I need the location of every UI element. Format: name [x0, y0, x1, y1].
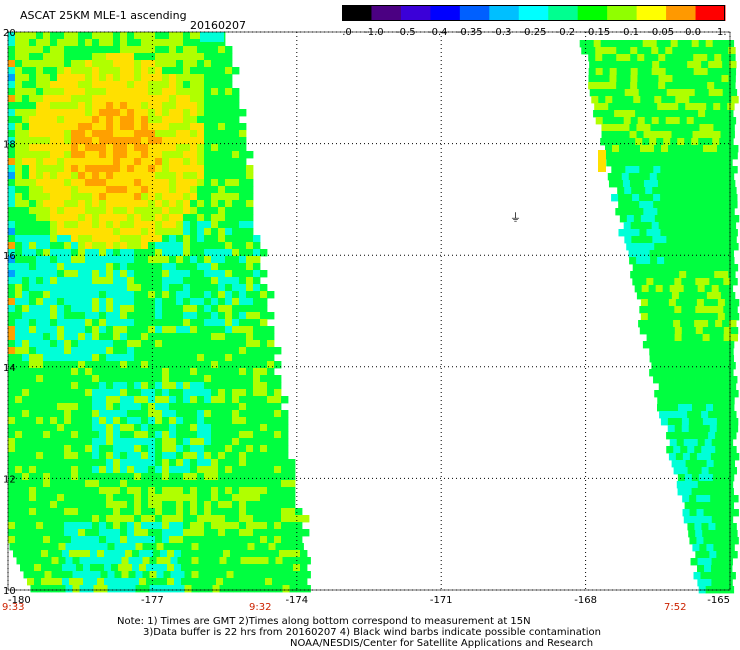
colorbar-frame — [342, 5, 725, 21]
lat-tick-label: 18 — [3, 140, 16, 151]
colorbar-segment — [400, 5, 431, 21]
lon-tick-label: -177 — [141, 595, 164, 606]
island-marker: ⏚ — [510, 211, 521, 224]
note-line-1: Note: 1) Times are GMT 2)Times along bot… — [117, 616, 531, 627]
pass-time-label: 9:32 — [249, 602, 271, 613]
lon-tick-label: -171 — [430, 595, 453, 606]
colorbar-segment — [666, 5, 697, 21]
lat-tick-label: 20 — [3, 28, 16, 39]
colorbar-segment — [518, 5, 549, 21]
colorbar-segment — [489, 5, 520, 21]
pass-time-label: 7:52 — [664, 602, 686, 613]
lon-tick-label: -174 — [285, 595, 308, 606]
colorbar-segment — [371, 5, 402, 21]
lon-tick-label: -168 — [574, 595, 597, 606]
lat-tick-label: 10 — [3, 586, 16, 597]
swath-layer — [8, 32, 740, 594]
colorbar-segment — [459, 5, 490, 21]
colorbar-segment — [695, 5, 726, 21]
lon-tick-label: -180 — [8, 595, 31, 606]
lat-tick-label: 12 — [3, 474, 16, 485]
map-frame — [7, 31, 731, 591]
colorbar-segment — [430, 5, 461, 21]
colorbar-segment — [577, 5, 608, 21]
swath-map: -180 -177 -174 -171 -168 -165 20 18 16 14 12 10 9:33… — [2, 28, 740, 613]
note-line-2: 3)Data buffer is 22 hrs from 20160207 4)… — [143, 627, 601, 638]
product-date: 20160207 — [190, 19, 246, 32]
colorbar-segment — [636, 5, 667, 21]
lat-tick-label: 14 — [3, 363, 16, 374]
note-line-3: NOAA/NESDIS/Center for Satellite Applica… — [290, 638, 594, 649]
colorbar-segment — [342, 5, 372, 21]
product-title: ASCAT 25KM MLE-1 ascending — [20, 9, 187, 22]
lon-tick-label: -165 — [707, 595, 730, 606]
lat-tick-label: 16 — [3, 251, 16, 262]
colorbar-segment — [607, 5, 638, 21]
pass-time-label: 9:33 — [2, 602, 24, 613]
colorbar-segment — [548, 5, 579, 21]
